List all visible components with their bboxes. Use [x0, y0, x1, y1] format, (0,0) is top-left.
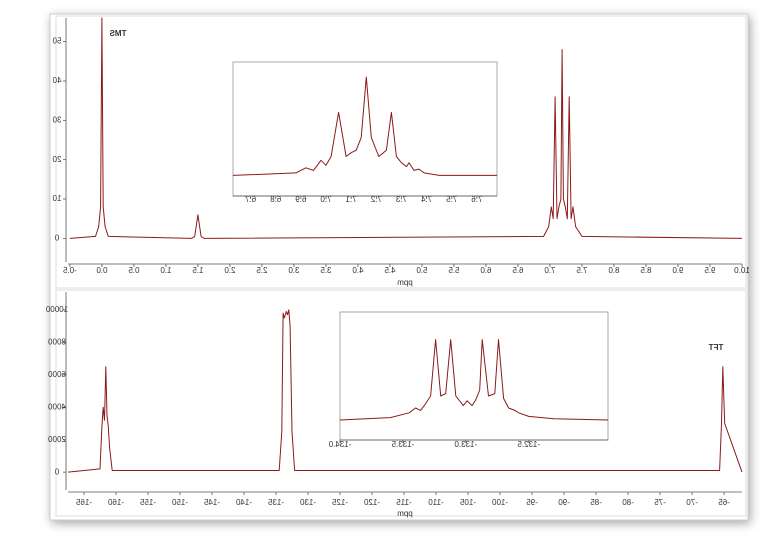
x-tick-label: 8.5 — [640, 266, 652, 275]
x-tick-label: 10.0 — [734, 266, 750, 275]
x-tick-label: 7.0 — [320, 195, 332, 204]
x-tick-label: -155 — [139, 498, 156, 507]
x-tick-label: 6.5 — [512, 266, 524, 275]
x-tick-label: -150 — [171, 498, 188, 507]
x-tick-label: -80 — [622, 498, 634, 507]
y-tick-label: 0 — [54, 233, 59, 242]
x-tick-label: -165 — [75, 498, 92, 507]
x-tick-label: 4.0 — [352, 266, 364, 275]
y-tick-label: 2000 — [48, 435, 66, 444]
y-tick-label: 10 — [52, 194, 61, 203]
spectrum-line — [339, 339, 609, 421]
x-axis-label: ppm — [397, 509, 413, 518]
y-tick-label: 30 — [52, 115, 61, 124]
x-tick-label: 7.0 — [544, 266, 556, 275]
spectrum-line — [67, 309, 743, 473]
x-tick-label: -134.0 — [328, 440, 351, 449]
x-tick-label: 6.7 — [244, 195, 256, 204]
x-tick-label: 7.2 — [370, 195, 382, 204]
x-axis-label: ppm — [397, 278, 413, 287]
x-tick-label: -133.5 — [391, 440, 414, 449]
y-tick-label: 4000 — [48, 402, 66, 411]
spectrum-line — [232, 76, 497, 176]
x-tick-label: 4.5 — [384, 266, 396, 275]
x-tick-label: 0.0 — [96, 266, 108, 275]
x-tick-label: -90 — [558, 498, 570, 507]
x-tick-label: 7.6 — [471, 195, 483, 204]
x-tick-label: -70 — [686, 498, 698, 507]
peak-annotation: TMS — [109, 29, 127, 38]
x-tick-label: 7.5 — [446, 195, 458, 204]
y-tick-label: 6000 — [48, 370, 66, 379]
x-tick-label: -145 — [203, 498, 220, 507]
x-tick-label: 2.5 — [256, 266, 268, 275]
x-tick-label: -130 — [299, 498, 316, 507]
y-tick-label: 0 — [54, 467, 59, 476]
x-tick-label: 7.1 — [345, 195, 357, 204]
y-tick-label: 50 — [52, 37, 61, 46]
x-tick-label: -95 — [526, 498, 538, 507]
spectrum-line — [69, 17, 743, 239]
x-tick-label: 6.9 — [295, 195, 307, 204]
x-tick-label: -0.5 — [62, 266, 76, 275]
x-tick-label: 2.0 — [224, 266, 236, 275]
x-tick-label: 6.8 — [270, 195, 282, 204]
y-tick-label: 20 — [52, 155, 61, 164]
inset-frame — [339, 311, 609, 441]
x-tick-label: 5.0 — [416, 266, 428, 275]
y-tick-label: 8000 — [48, 337, 66, 346]
x-tick-label: -100 — [491, 498, 508, 507]
x-tick-label: -85 — [590, 498, 602, 507]
x-tick-label: 3.5 — [320, 266, 332, 275]
x-tick-label: -160 — [107, 498, 124, 507]
x-tick-label: 7.3 — [395, 195, 407, 204]
x-tick-label: -135 — [267, 498, 284, 507]
x-tick-label: 1.5 — [192, 266, 204, 275]
x-tick-label: 8.0 — [608, 266, 620, 275]
x-tick-label: -140 — [235, 498, 252, 507]
x-tick-label: -105 — [459, 498, 476, 507]
x-tick-label: -120 — [363, 498, 380, 507]
x-tick-label: -75 — [654, 498, 666, 507]
x-tick-label: 1.0 — [160, 266, 172, 275]
x-tick-label: -132.5 — [517, 440, 540, 449]
x-tick-label: 6.0 — [480, 266, 492, 275]
x-tick-label: -115 — [396, 498, 412, 507]
x-tick-label: 9.0 — [672, 266, 684, 275]
x-tick-label: 5.5 — [448, 266, 460, 275]
x-tick-label: 9.5 — [704, 266, 716, 275]
x-tick-label: 3.0 — [288, 266, 300, 275]
x-tick-label: -65 — [718, 498, 730, 507]
x-tick-label: -133.0 — [454, 440, 477, 449]
bottom-frame — [55, 289, 747, 517]
x-tick-label: -125 — [331, 498, 348, 507]
y-tick-label: 40 — [52, 76, 61, 85]
x-tick-label: 7.5 — [576, 266, 588, 275]
peak-annotation: TFT — [709, 343, 724, 352]
x-tick-label: 0.5 — [128, 266, 140, 275]
x-tick-label: 7.4 — [420, 195, 432, 204]
x-tick-label: -110 — [428, 498, 444, 507]
y-tick-label: 10000 — [45, 305, 68, 314]
top-frame — [55, 15, 747, 289]
